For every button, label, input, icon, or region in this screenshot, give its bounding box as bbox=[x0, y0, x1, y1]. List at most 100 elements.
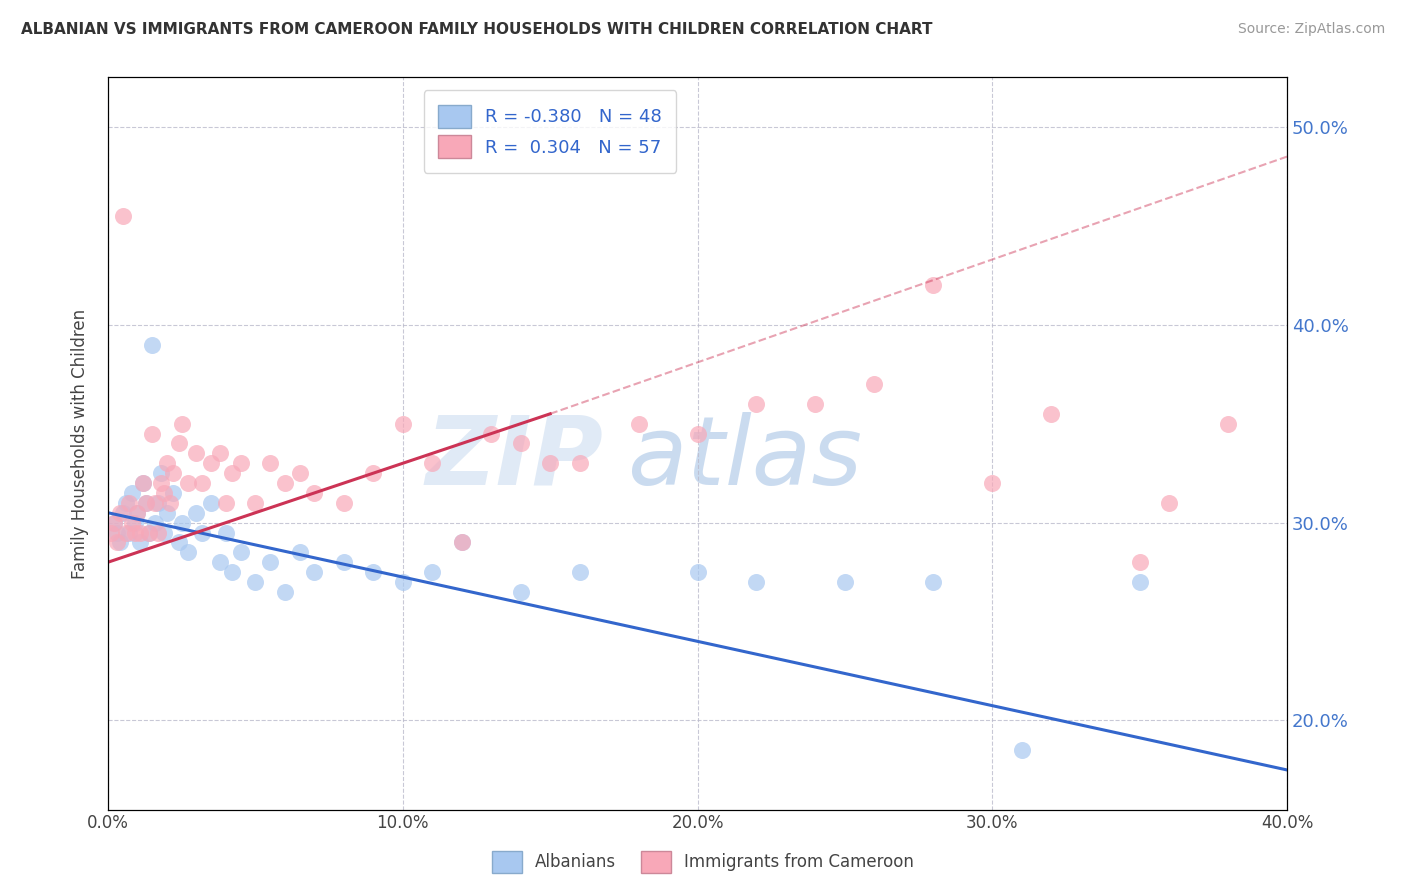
Point bbox=[981, 476, 1004, 491]
Point bbox=[143, 496, 166, 510]
Point bbox=[108, 535, 131, 549]
Point bbox=[153, 486, 176, 500]
Point bbox=[191, 476, 214, 491]
Point bbox=[138, 525, 160, 540]
Point bbox=[420, 565, 443, 579]
Point bbox=[245, 574, 267, 589]
Point bbox=[208, 555, 231, 569]
Text: Source: ZipAtlas.com: Source: ZipAtlas.com bbox=[1237, 22, 1385, 37]
Point bbox=[1129, 574, 1152, 589]
Point bbox=[922, 574, 945, 589]
Point bbox=[156, 506, 179, 520]
Point bbox=[208, 446, 231, 460]
Point bbox=[274, 585, 297, 599]
Point bbox=[229, 456, 252, 470]
Point bbox=[111, 506, 134, 520]
Point bbox=[159, 496, 181, 510]
Point bbox=[141, 426, 163, 441]
Point bbox=[111, 209, 134, 223]
Point bbox=[1129, 555, 1152, 569]
Point bbox=[167, 436, 190, 450]
Point bbox=[121, 516, 143, 530]
Point bbox=[117, 496, 139, 510]
Point bbox=[170, 516, 193, 530]
Point bbox=[200, 496, 222, 510]
Point bbox=[1159, 496, 1181, 510]
Point bbox=[135, 496, 157, 510]
Point bbox=[568, 565, 591, 579]
Point bbox=[186, 446, 208, 460]
Point bbox=[146, 496, 169, 510]
Point bbox=[100, 525, 122, 540]
Point bbox=[132, 476, 155, 491]
Text: ALBANIAN VS IMMIGRANTS FROM CAMEROON FAMILY HOUSEHOLDS WITH CHILDREN CORRELATION: ALBANIAN VS IMMIGRANTS FROM CAMEROON FAM… bbox=[21, 22, 932, 37]
Point bbox=[108, 506, 131, 520]
Point bbox=[156, 456, 179, 470]
Point bbox=[117, 525, 139, 540]
Point bbox=[141, 337, 163, 351]
Point bbox=[361, 565, 384, 579]
Point bbox=[479, 426, 502, 441]
Point bbox=[361, 466, 384, 480]
Point bbox=[509, 436, 531, 450]
Point bbox=[538, 456, 561, 470]
Text: ZIP: ZIP bbox=[426, 411, 603, 505]
Point bbox=[221, 565, 243, 579]
Point bbox=[745, 574, 768, 589]
Point bbox=[186, 506, 208, 520]
Legend: Albanians, Immigrants from Cameroon: Albanians, Immigrants from Cameroon bbox=[485, 845, 921, 880]
Point bbox=[105, 535, 128, 549]
Point bbox=[288, 466, 311, 480]
Point bbox=[922, 278, 945, 293]
Point bbox=[114, 496, 136, 510]
Point bbox=[686, 565, 709, 579]
Point bbox=[259, 456, 281, 470]
Point bbox=[124, 516, 146, 530]
Point bbox=[129, 535, 152, 549]
Point bbox=[229, 545, 252, 559]
Point bbox=[215, 496, 238, 510]
Point bbox=[1011, 743, 1033, 757]
Point bbox=[215, 525, 238, 540]
Point bbox=[150, 476, 173, 491]
Point bbox=[686, 426, 709, 441]
Point bbox=[114, 525, 136, 540]
Point bbox=[450, 535, 472, 549]
Point bbox=[391, 417, 413, 431]
Point bbox=[450, 535, 472, 549]
Point bbox=[333, 555, 356, 569]
Point bbox=[170, 417, 193, 431]
Point bbox=[127, 506, 149, 520]
Point bbox=[420, 456, 443, 470]
Point bbox=[745, 397, 768, 411]
Point bbox=[627, 417, 650, 431]
Text: atlas: atlas bbox=[627, 411, 862, 505]
Point bbox=[146, 525, 169, 540]
Point bbox=[288, 545, 311, 559]
Legend: R = -0.380   N = 48, R =  0.304   N = 57: R = -0.380 N = 48, R = 0.304 N = 57 bbox=[423, 90, 676, 173]
Point bbox=[191, 525, 214, 540]
Point bbox=[245, 496, 267, 510]
Point bbox=[509, 585, 531, 599]
Point bbox=[129, 525, 152, 540]
Point bbox=[132, 476, 155, 491]
Point bbox=[863, 377, 886, 392]
Point bbox=[162, 466, 184, 480]
Point bbox=[124, 525, 146, 540]
Point bbox=[304, 565, 326, 579]
Point bbox=[259, 555, 281, 569]
Point bbox=[333, 496, 356, 510]
Point bbox=[105, 525, 128, 540]
Point bbox=[103, 516, 125, 530]
Point bbox=[167, 535, 190, 549]
Point bbox=[150, 466, 173, 480]
Point bbox=[121, 486, 143, 500]
Point bbox=[138, 525, 160, 540]
Point bbox=[391, 574, 413, 589]
Point bbox=[1216, 417, 1239, 431]
Point bbox=[200, 456, 222, 470]
Point bbox=[127, 506, 149, 520]
Point bbox=[176, 476, 198, 491]
Point bbox=[103, 516, 125, 530]
Point bbox=[804, 397, 827, 411]
